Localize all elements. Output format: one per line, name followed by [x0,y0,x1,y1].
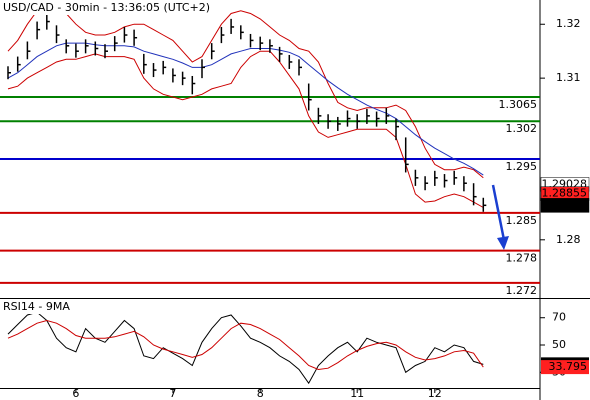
y-tick-label: 1.32 [556,17,581,30]
price-panel [0,2,540,284]
value-label-box [541,360,589,375]
series-line [7,319,484,371]
forecast-arrow-head [497,236,509,250]
y-tick-label: 1.31 [556,71,581,84]
x-tick-label: 7 [169,387,176,400]
series-line [7,42,484,176]
y-tick-label: 50 [552,338,566,351]
series-line [7,50,484,208]
level-label: 1.278 [506,252,538,265]
price-label: 1.28855 [542,187,588,200]
price-label: 1.28639 [542,198,588,211]
value-label: 33.795 [549,360,588,373]
level-label: 1.272 [506,284,538,297]
y-tick-label: 70 [552,311,566,324]
level-label: 1.295 [506,160,538,173]
level-label: 1.302 [506,122,538,135]
level-label: 1.285 [506,214,538,227]
rsi-title-bg [0,300,70,314]
x-tick-label: 12 [428,387,442,400]
series-line [7,2,484,179]
series-line [7,311,484,385]
x-tick-label: 6 [72,387,79,400]
y-tick-label: 1.28 [556,233,581,246]
rsi-title: RSI14 - 9MA [3,300,70,313]
forecast-arrow [491,184,506,241]
chart-title: USD/CAD - 30min - 13:36:05 (UTC+2) [3,1,210,14]
level-label: 1.3065 [499,98,538,111]
x-tick-label: 11 [350,387,364,400]
x-tick-label: 8 [257,387,264,400]
price-label-box [540,198,590,213]
title-bg [0,0,186,15]
